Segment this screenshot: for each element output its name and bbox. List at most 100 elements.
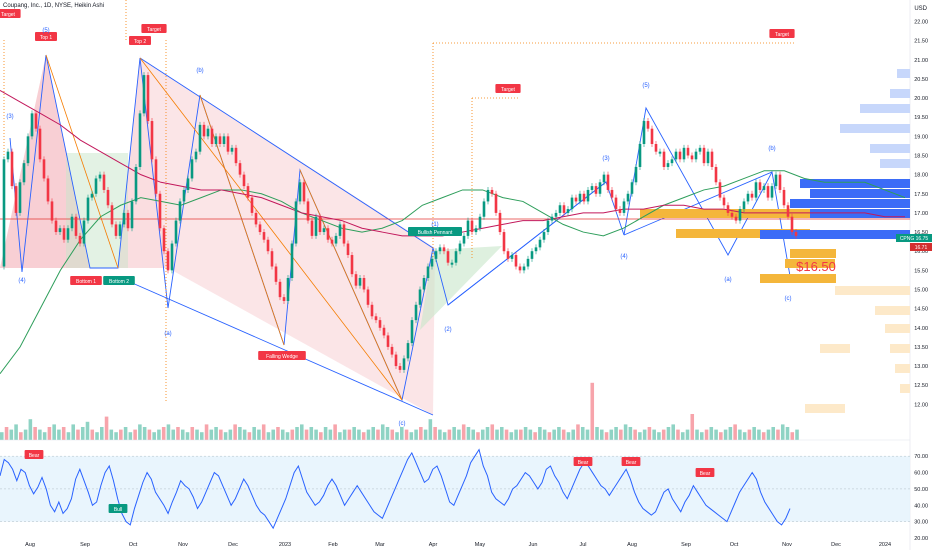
price-tick-label: 17.00: [914, 211, 928, 217]
volume-bar: [638, 432, 642, 440]
volume-bar: [252, 427, 256, 440]
volume-bar: [119, 429, 123, 440]
volume-bar: [400, 427, 404, 440]
volume-bar: [700, 432, 704, 440]
candle: [422, 278, 426, 290]
volume-bar: [376, 429, 380, 440]
candle: [178, 201, 182, 221]
volume-bar: [652, 429, 656, 440]
candle: [190, 159, 194, 179]
candle: [750, 193, 754, 198]
volume-bar: [585, 429, 590, 440]
pattern-label-bg: [35, 32, 57, 41]
volume-bar: [66, 432, 71, 440]
volume-bar: [347, 429, 352, 440]
volume-bar: [52, 424, 56, 440]
candle: [318, 216, 322, 233]
volume-bar: [233, 424, 237, 440]
wave-label: (a): [164, 331, 171, 337]
volume-bar: [285, 432, 290, 440]
candle: [174, 220, 178, 244]
candle: [250, 197, 254, 213]
volume-bar: [214, 427, 218, 440]
volume-bar: [333, 424, 337, 440]
candle: [746, 193, 750, 202]
volume-bar: [357, 429, 361, 440]
candle: [202, 124, 206, 137]
volume-bar: [176, 427, 180, 440]
candle: [2, 159, 6, 267]
candle: [574, 197, 578, 202]
candle: [278, 281, 282, 298]
pattern-label-bg: [70, 276, 102, 285]
x-tick-label: Nov: [782, 542, 792, 548]
volume-bar: [133, 429, 137, 440]
candle: [578, 193, 582, 202]
volume-bar: [57, 429, 61, 440]
candle: [66, 228, 70, 240]
price-tick-label: 15.00: [914, 287, 928, 293]
volume-bar: [38, 429, 42, 440]
volume-bar: [609, 429, 614, 440]
wave-label: (2): [444, 327, 451, 333]
candle: [498, 212, 502, 233]
candle: [30, 113, 34, 137]
volume-profile-bar: [890, 89, 910, 98]
volume-bar: [147, 429, 152, 440]
candle: [298, 182, 302, 202]
volume-bar: [642, 429, 647, 440]
candle: [158, 193, 162, 229]
candle: [42, 159, 46, 179]
candle: [46, 178, 50, 202]
candle: [14, 186, 18, 213]
candle: [146, 75, 150, 122]
volume-bar: [219, 429, 223, 440]
candle: [94, 178, 98, 194]
volume-bar: [442, 432, 447, 440]
volume-profile-bar: [897, 69, 910, 78]
candle: [142, 75, 146, 114]
candle: [22, 163, 26, 183]
volume-bar: [28, 419, 33, 440]
x-tick-label: 2024: [879, 542, 891, 548]
candle: [722, 197, 726, 206]
candle: [254, 212, 258, 225]
volume-bar: [790, 432, 795, 440]
volume-bar: [490, 424, 495, 440]
candle: [386, 335, 390, 347]
x-tick-label: Dec: [831, 542, 841, 548]
volume-bar: [533, 432, 537, 440]
candle: [330, 239, 334, 244]
candle: [602, 174, 606, 183]
volume-bar: [528, 429, 533, 440]
candle: [678, 151, 682, 160]
candle: [406, 343, 410, 359]
volume-bar: [495, 429, 499, 440]
volume-bar: [247, 432, 252, 440]
orange-line-3: [199, 94, 285, 346]
volume-bar: [785, 427, 790, 440]
candle: [442, 247, 446, 252]
volume-profile-bar: [640, 209, 810, 218]
candle: [90, 193, 94, 198]
volume-bar: [242, 429, 247, 440]
candle: [570, 197, 574, 210]
volume-bar: [14, 424, 18, 440]
candle: [594, 186, 598, 194]
orange-line-2: [139, 57, 403, 401]
candle: [74, 216, 78, 236]
candle: [230, 147, 234, 152]
rsi-tick-label: 30.00: [914, 520, 928, 526]
volume-bar: [371, 427, 375, 440]
pattern-label: Target: [147, 27, 162, 33]
candle: [346, 243, 350, 256]
candle: [526, 258, 530, 267]
candle: [690, 155, 694, 160]
volume-bar: [280, 429, 285, 440]
volume-bar: [90, 429, 95, 440]
price-tick-label: 16.50: [914, 230, 928, 236]
volume-bar: [47, 427, 52, 440]
volume-bar: [0, 432, 4, 440]
candle: [70, 216, 74, 229]
